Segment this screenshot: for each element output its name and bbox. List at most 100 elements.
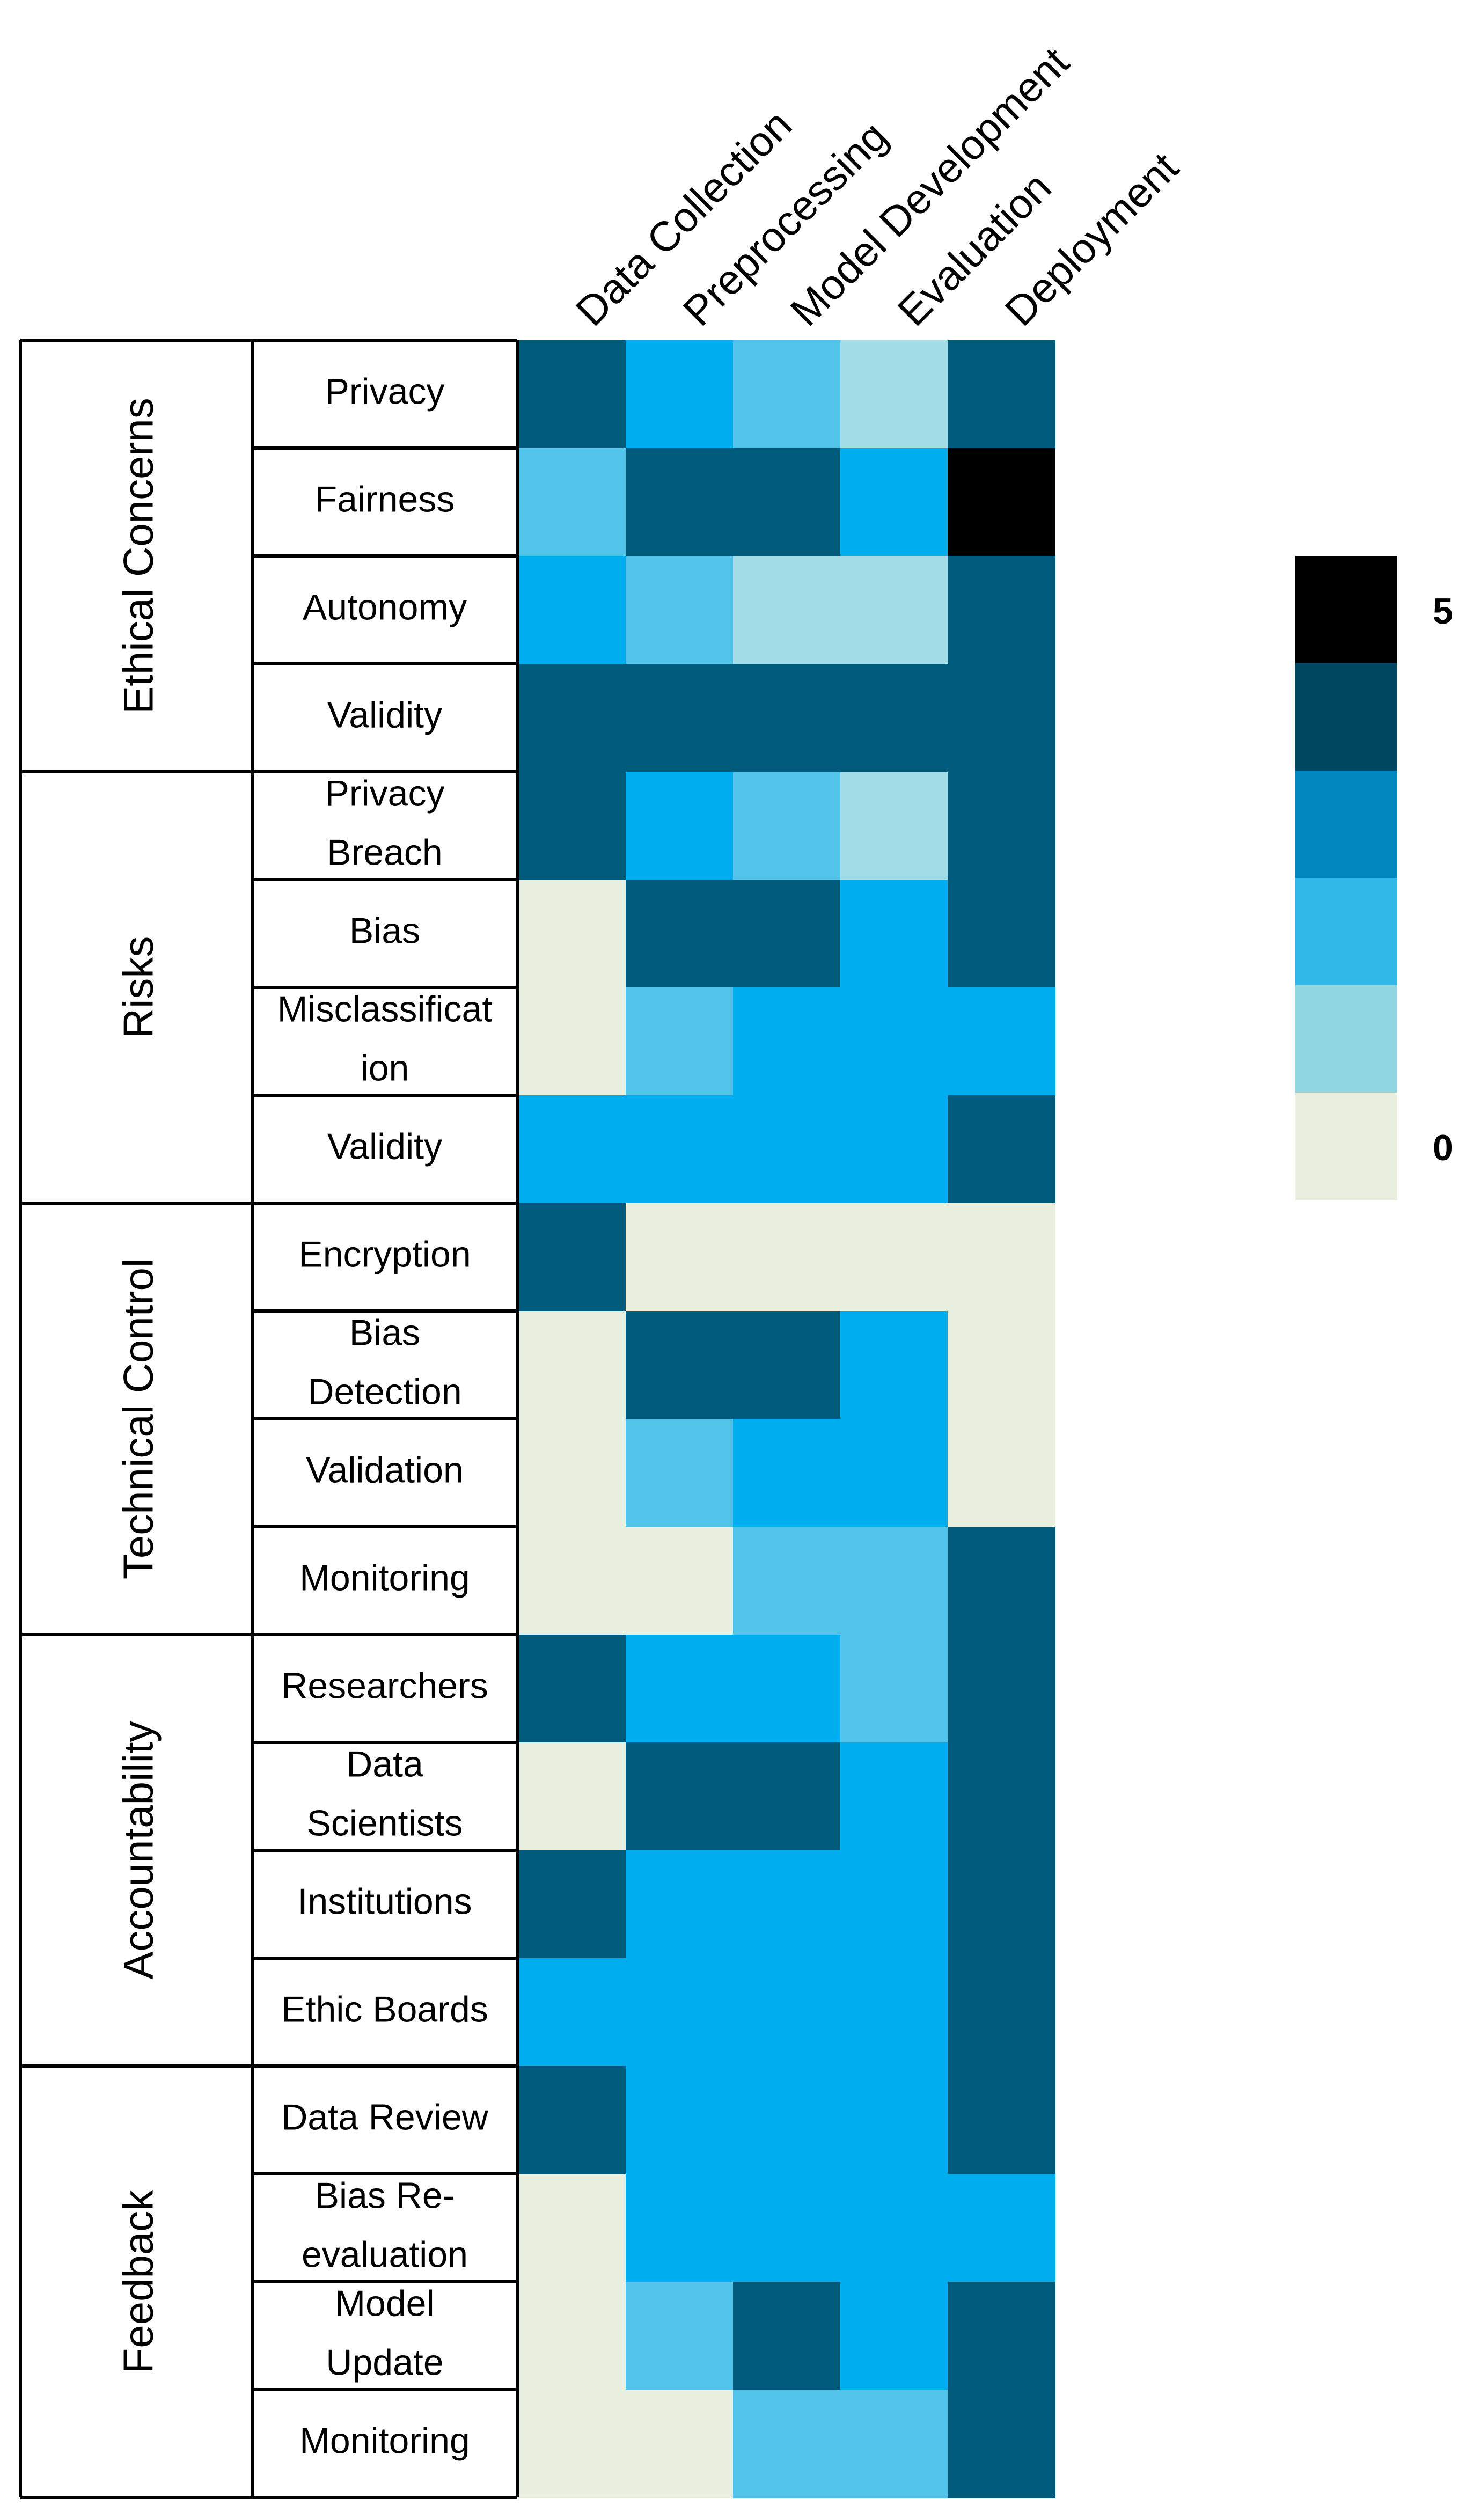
- heatmap-cell: [518, 1311, 626, 1419]
- heatmap-cell: [626, 2174, 734, 2282]
- heatmap-cell: [733, 1850, 841, 1959]
- heatmap-cell: [518, 1203, 626, 1312]
- heatmap-cell: [948, 772, 1055, 880]
- heatmap-cell: [840, 2066, 948, 2174]
- row-label: Breach: [327, 832, 442, 873]
- heatmap-cell: [733, 2174, 841, 2282]
- row-label: Update: [326, 2342, 443, 2383]
- row-label: Privacy: [325, 773, 445, 814]
- heatmap-cell: [626, 2390, 734, 2498]
- row-label: Ethic Boards: [281, 1989, 488, 2030]
- group-label: Accountability: [115, 1721, 162, 1979]
- heatmap-cell: [840, 1095, 948, 1204]
- heatmap-cell: [626, 772, 734, 880]
- row-label: Model: [335, 2283, 434, 2324]
- group-label: Risks: [115, 936, 162, 1039]
- row-label: Encryption: [298, 1234, 471, 1274]
- heatmap-cell: [626, 2066, 734, 2174]
- heatmap-cell: [840, 1850, 948, 1959]
- heatmap-cell: [518, 448, 626, 556]
- heatmap-cell: [948, 1419, 1055, 1527]
- heatmap-cell: [948, 664, 1055, 772]
- heatmap-cell: [948, 1742, 1055, 1851]
- colorbar-swatch: [1295, 878, 1397, 986]
- colorbar-swatch: [1295, 1093, 1397, 1200]
- heatmap-cell: [733, 1742, 841, 1851]
- colorbar-max-label: 5: [1433, 591, 1453, 632]
- heatmap-cell: [518, 1958, 626, 2067]
- heatmap-cell: [626, 880, 734, 988]
- row-label: Researchers: [281, 1665, 488, 1706]
- heatmap-cell: [626, 1311, 734, 1419]
- heatmap-cell: [840, 772, 948, 880]
- heatmap-cell: [518, 2282, 626, 2390]
- heatmap-cell: [733, 987, 841, 1096]
- heatmap-cell: [948, 1311, 1055, 1419]
- heatmap-cell: [948, 1095, 1055, 1204]
- heatmap-cell: [733, 2390, 841, 2498]
- row-label: Validation: [306, 1449, 464, 1490]
- heatmap-cell: [733, 2066, 841, 2174]
- heatmap-cell: [733, 2282, 841, 2390]
- heatmap-cell: [518, 1527, 626, 1635]
- heatmap-cell: [626, 1527, 734, 1635]
- heatmap-cell: [948, 1527, 1055, 1635]
- heatmap-cell: [948, 880, 1055, 988]
- row-label: Fairness: [315, 479, 455, 519]
- heatmap-cell: [733, 1419, 841, 1527]
- heatmap-cell: [840, 1635, 948, 1743]
- heatmap-cell: [840, 987, 948, 1096]
- group-label: Technical Control: [115, 1258, 162, 1579]
- heatmap-cell: [840, 1311, 948, 1419]
- heatmap-cell: [626, 1958, 734, 2067]
- heatmap-cell: [518, 880, 626, 988]
- heatmap-cell: [948, 1958, 1055, 2067]
- heatmap-cell: [626, 2282, 734, 2390]
- heatmap-cell: [948, 2390, 1055, 2498]
- heatmap-cell: [518, 664, 626, 772]
- row-label: ion: [361, 1047, 409, 1088]
- row-label: Validity: [327, 1126, 442, 1167]
- row-label: Detection: [307, 1371, 461, 1412]
- heatmap-cell: [518, 1635, 626, 1743]
- heatmap-cell: [948, 1203, 1055, 1312]
- heatmap-cell: [840, 1419, 948, 1527]
- heatmap-cell: [840, 2174, 948, 2282]
- row-label: Institutions: [297, 1881, 472, 1922]
- heatmap-cell: [840, 2390, 948, 2498]
- heatmap-cell: [518, 1742, 626, 1851]
- row-label: Monitoring: [299, 1557, 470, 1598]
- heatmap-cell: [518, 340, 626, 449]
- heatmap-cell: [948, 2174, 1055, 2282]
- row-label: Misclassificat: [277, 988, 493, 1029]
- colorbar-swatch: [1295, 556, 1397, 664]
- heatmap-cell: [948, 2282, 1055, 2390]
- heatmap-cell: [518, 1850, 626, 1959]
- heatmap-cell: [518, 2066, 626, 2174]
- heatmap-cell: [733, 448, 841, 556]
- heatmap-cell: [840, 556, 948, 664]
- colorbar-min-label: 0: [1433, 1127, 1453, 1168]
- row-label: evaluation: [302, 2234, 468, 2275]
- heatmap-cell: [626, 1742, 734, 1851]
- heatmap-cell: [626, 1635, 734, 1743]
- heatmap-cell: [518, 987, 626, 1096]
- group-label: Ethical Concerns: [115, 398, 162, 714]
- heatmap-cell: [733, 1527, 841, 1635]
- heatmap-cell: [840, 1958, 948, 2067]
- row-label: Scientists: [307, 1803, 463, 1843]
- heatmap-cell: [518, 556, 626, 664]
- heatmap-cell: [626, 1419, 734, 1527]
- heatmap-cell: [948, 340, 1055, 449]
- heatmap-cell: [948, 556, 1055, 664]
- row-label: Validity: [327, 694, 442, 735]
- heatmap-cell: [518, 2174, 626, 2282]
- row-label: Bias: [349, 910, 420, 951]
- heatmap-cell: [733, 340, 841, 449]
- heatmap-cell: [626, 1095, 734, 1204]
- heatmap-cell: [518, 1419, 626, 1527]
- heatmap-cell: [626, 987, 734, 1096]
- heatmap-cell: [733, 1311, 841, 1419]
- colorbar-swatch: [1295, 771, 1397, 878]
- heatmap-cell: [626, 340, 734, 449]
